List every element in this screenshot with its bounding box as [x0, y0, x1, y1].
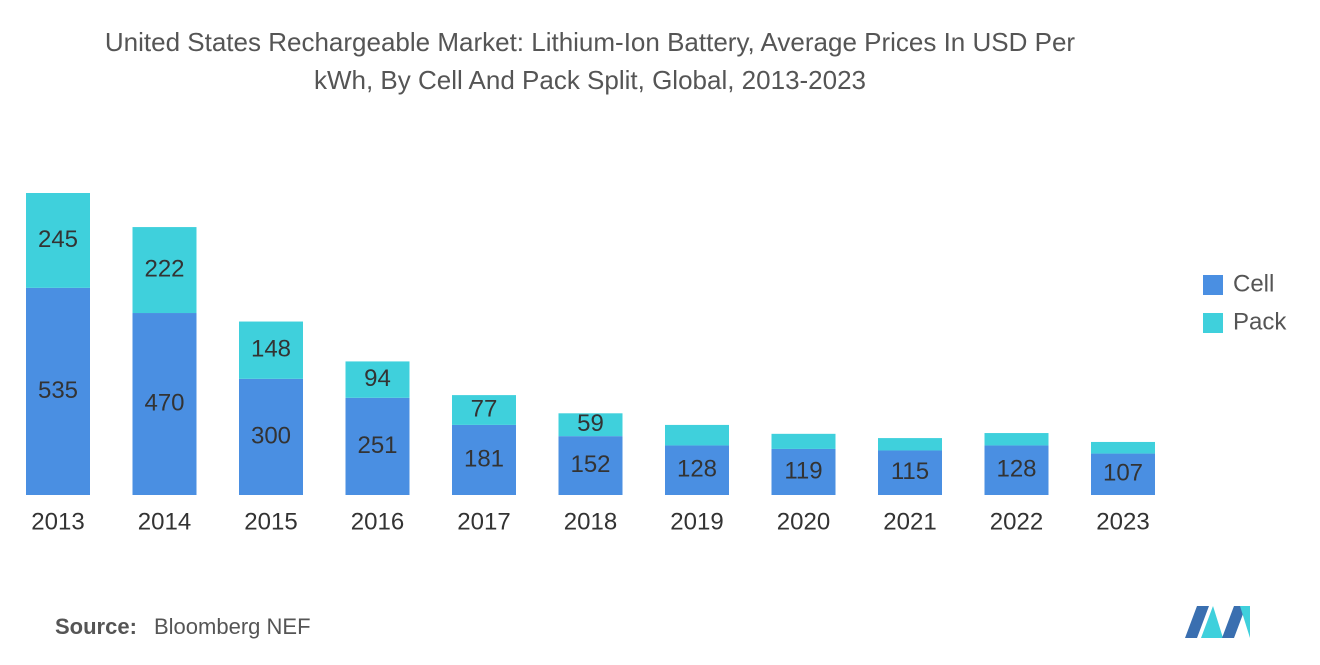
legend-swatch: [1203, 313, 1223, 333]
data-label: 94: [364, 365, 391, 392]
bar-segment: [771, 433, 836, 449]
x-tick-label: 2019: [670, 508, 723, 535]
bar-segment: [239, 378, 303, 495]
data-label: 251: [357, 432, 397, 459]
x-tick-label: 2023: [1096, 508, 1149, 535]
x-tick-label: 2013: [31, 508, 84, 535]
bar-segment: [452, 424, 516, 495]
x-tick-label: 2020: [777, 508, 830, 535]
data-label: 128: [996, 456, 1036, 483]
data-label: 77: [471, 395, 498, 422]
source: Bloomberg NEF: [154, 614, 311, 639]
bar-segment: [26, 287, 90, 495]
data-label: 152: [570, 451, 610, 478]
bar-segment: [1091, 441, 1155, 454]
bar-segment: [665, 424, 729, 446]
x-tick-label: 2017: [457, 508, 510, 535]
legend-label: Cell: [1233, 270, 1274, 297]
x-tick-label: 2016: [351, 508, 404, 535]
data-label: 107: [1103, 460, 1143, 487]
bar-segment: [558, 413, 623, 437]
bar-segment: [132, 227, 197, 314]
bar-segment: [984, 433, 1049, 446]
bar-segment: [452, 395, 516, 425]
x-tick-label: 2022: [990, 508, 1043, 535]
logo: [1185, 606, 1250, 638]
bar-segment: [345, 397, 410, 495]
data-label: 535: [38, 377, 78, 404]
bar-segment: [878, 450, 942, 495]
bar-segment: [984, 445, 1049, 495]
chart-title: United States Rechargeable Market: Lithi…: [105, 27, 1076, 95]
data-label: 148: [251, 336, 291, 363]
bar-segment: [132, 313, 197, 495]
bar-segment: [878, 438, 942, 451]
x-tick-label: 2018: [564, 508, 617, 535]
data-label: 222: [144, 255, 184, 282]
bar-segment: [1091, 453, 1155, 495]
data-label: 245: [38, 226, 78, 253]
bar-segment: [665, 445, 729, 495]
legend-label: Pack: [1233, 308, 1287, 335]
x-tick-label: 2014: [138, 508, 191, 535]
x-tick-label: 2021: [883, 508, 936, 535]
data-label: 300: [251, 422, 291, 449]
data-label: 59: [577, 410, 604, 437]
data-label: 128: [677, 456, 717, 483]
legend-swatch: [1203, 275, 1223, 295]
x-tick-label: 2015: [244, 508, 297, 535]
bar-segment: [558, 436, 623, 495]
bar-segment: [26, 193, 90, 288]
data-label: 181: [464, 445, 504, 472]
bar-segment: [771, 448, 836, 495]
bar-segment: [239, 321, 303, 379]
data-label: 119: [784, 457, 822, 484]
source-label: Source:: [55, 614, 137, 639]
data-label: 115: [891, 458, 929, 485]
data-label: 470: [144, 389, 184, 416]
bar-segment: [345, 361, 410, 398]
